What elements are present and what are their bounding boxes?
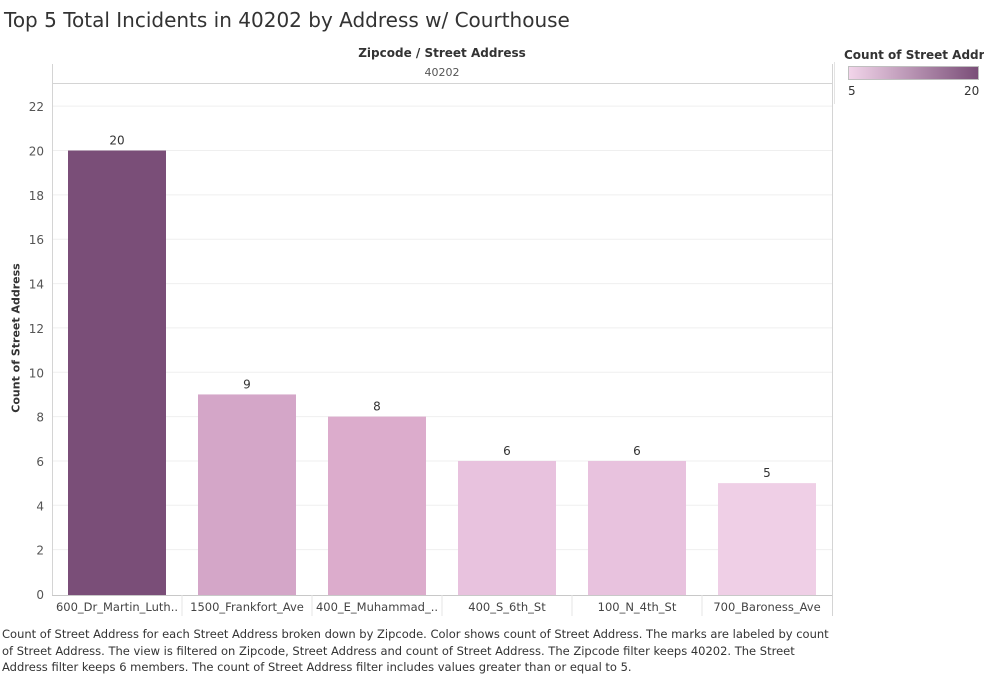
bar[interactable]	[198, 394, 296, 595]
x-tick-label: 100_N_4th_St	[598, 600, 677, 614]
bar[interactable]	[328, 416, 426, 595]
zipcode-header: 40202	[424, 66, 460, 79]
y-tick-label: 14	[29, 278, 44, 292]
bar[interactable]	[458, 460, 556, 595]
bar[interactable]	[588, 460, 686, 595]
y-tick-label: 4	[36, 499, 44, 513]
y-tick-label: 0	[36, 588, 44, 602]
bar-value-label: 8	[373, 400, 381, 414]
bar-value-label: 9	[243, 377, 251, 391]
bar-value-label: 20	[109, 134, 124, 148]
y-tick-label: 20	[29, 145, 44, 159]
y-tick-label: 12	[29, 322, 44, 336]
y-tick-label: 8	[36, 411, 44, 425]
x-tick-label: 400_E_Muhammad_..	[316, 600, 438, 614]
bar-value-label: 5	[763, 466, 771, 480]
y-tick-label: 22	[29, 100, 44, 114]
column-header-title: Zipcode / Street Address	[358, 46, 526, 60]
y-tick-label: 6	[36, 455, 44, 469]
bar-value-label: 6	[633, 444, 641, 458]
legend-max-label: 20	[964, 84, 980, 98]
x-tick-label: 1500_Frankfort_Ave	[190, 600, 304, 614]
y-tick-label: 10	[29, 366, 44, 380]
y-tick-label: 18	[29, 189, 44, 203]
x-tick-label: 600_Dr_Martin_Luth..	[56, 600, 178, 614]
bar[interactable]	[68, 150, 166, 596]
x-tick-label: 400_S_6th_St	[468, 600, 546, 614]
legend-color-ramp	[848, 66, 979, 80]
x-tick-label: 700_Baroness_Ave	[713, 600, 820, 614]
bar-value-label: 6	[503, 444, 511, 458]
y-tick-label: 16	[29, 233, 44, 247]
chart-title: Top 5 Total Incidents in 40202 by Addres…	[4, 8, 570, 32]
bar[interactable]	[718, 483, 816, 595]
header-divider	[52, 83, 832, 84]
legend-title: Count of Street Address	[844, 48, 984, 62]
legend-min-label: 5	[848, 84, 856, 98]
chart-caption: Count of Street Address for each Street …	[2, 627, 829, 674]
legend-divider	[834, 62, 835, 104]
y-tick-label: 2	[36, 544, 44, 558]
